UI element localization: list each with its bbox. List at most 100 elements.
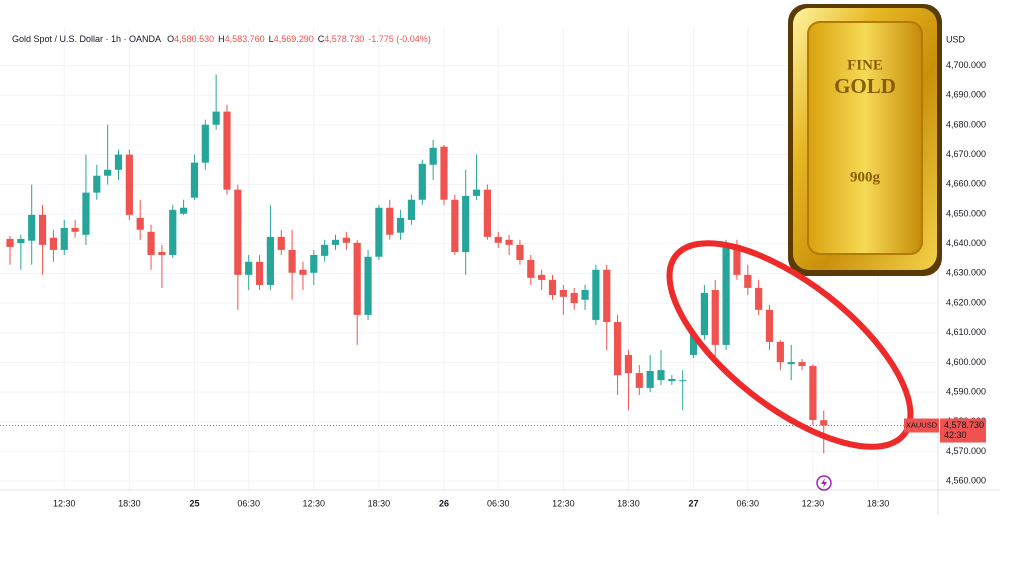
- y-tick-label: 4,600.000: [946, 357, 986, 367]
- candle-body: [711, 289, 719, 345]
- candle-body: [125, 154, 133, 215]
- candle-body: [245, 261, 253, 275]
- candle-body: [407, 199, 416, 220]
- y-tick-label: 4,660.000: [946, 179, 986, 189]
- candle-body: [559, 289, 567, 297]
- candle-body: [277, 236, 285, 250]
- candle-body: [614, 322, 622, 376]
- candle-body: [266, 236, 274, 285]
- candle-body: [6, 238, 14, 247]
- candle-body: [321, 244, 329, 256]
- icon-ring: [816, 475, 832, 491]
- candle-body: [158, 251, 166, 255]
- legend-label: H: [218, 34, 225, 44]
- x-tick-label: 06:30: [237, 498, 260, 508]
- legend-value: 4,578.730: [324, 34, 364, 44]
- candle-body: [136, 217, 144, 230]
- candle-body: [201, 124, 209, 163]
- candle-body: [418, 163, 426, 200]
- chart-title: Gold Spot / U.S. Dollar · 1h · OANDA: [12, 34, 161, 44]
- x-tick-label: 12:30: [303, 498, 326, 508]
- y-tick-label: 4,650.000: [946, 208, 986, 218]
- candle-body: [755, 287, 763, 310]
- candle-body: [505, 239, 513, 245]
- y-tick-label: 4,630.000: [946, 268, 986, 278]
- x-tick-label: 18:30: [617, 498, 640, 508]
- candle-body: [169, 209, 177, 255]
- change: -1.775 (-0.04%): [368, 34, 431, 44]
- x-tick-label: 12:30: [802, 498, 825, 508]
- alert-icon: [816, 475, 832, 491]
- candles: [0, 74, 938, 454]
- candle-body: [570, 292, 578, 304]
- image-text: FINE: [847, 57, 883, 73]
- candle-body: [397, 217, 405, 233]
- symbol-tag: XAUUSD: [906, 420, 938, 429]
- y-tick-label: 4,590.000: [946, 386, 986, 396]
- candle-body: [462, 195, 470, 252]
- y-tick-label: 4,570.000: [946, 446, 986, 456]
- x-tick-label: 25: [189, 498, 199, 508]
- candle-body: [147, 231, 155, 255]
- candle-body: [668, 379, 676, 382]
- chart-header: Gold Spot / U.S. Dollar · 1h · OANDA O4,5…: [12, 34, 431, 44]
- x-tick-label: 12:30: [53, 498, 76, 508]
- axis-unit: USD: [946, 34, 966, 44]
- candle-body: [516, 244, 524, 260]
- candle-body: [451, 199, 459, 252]
- y-tick-label: 4,670.000: [946, 149, 986, 159]
- candle-body: [689, 335, 698, 355]
- candle-body: [386, 207, 394, 235]
- candle-body: [60, 227, 68, 250]
- candle-body: [82, 192, 90, 235]
- y-tick-label: 4,640.000: [946, 238, 986, 248]
- image-text: 900g: [850, 169, 881, 185]
- y-tick-label: 4,700.000: [946, 60, 986, 70]
- candle-body: [71, 227, 79, 232]
- candle-body: [440, 146, 448, 200]
- candle-body: [538, 274, 546, 280]
- legend-value: 4,583.760: [225, 34, 265, 44]
- price-tag-countdown: 42:30: [944, 430, 967, 440]
- candle-body: [624, 354, 633, 374]
- candle-body: [342, 237, 350, 243]
- candle-body: [104, 169, 112, 176]
- candle-body: [38, 214, 47, 245]
- candle-body: [472, 189, 481, 196]
- x-tick-label: 18:30: [368, 498, 391, 508]
- candle-body: [809, 365, 817, 420]
- price-tag-box: [940, 418, 986, 443]
- x-tick-label: 27: [689, 498, 699, 508]
- candle-body: [765, 309, 774, 342]
- legend-label: C: [318, 34, 325, 44]
- x-tick-label: 18:30: [118, 498, 141, 508]
- candle-body: [657, 370, 665, 381]
- grid: 4,560.0004,570.0004,580.0004,590.0004,60…: [0, 28, 986, 508]
- legend-value: 4,569.290: [274, 34, 314, 44]
- y-tick-label: 4,680.000: [946, 119, 986, 129]
- candle-body: [527, 260, 535, 278]
- candle-body: [592, 269, 600, 320]
- candle-body: [679, 380, 687, 382]
- candle-body: [700, 292, 708, 336]
- candle-body: [722, 244, 730, 345]
- candle-body: [494, 236, 502, 243]
- legend-value: 4,580.530: [174, 34, 214, 44]
- icon-bolt: [821, 478, 827, 488]
- candle-body: [548, 279, 557, 296]
- candle-body: [17, 238, 25, 244]
- candle-body: [787, 362, 795, 365]
- candle-body: [212, 111, 220, 125]
- x-tick-label: 06:30: [737, 498, 760, 508]
- candle-body: [429, 147, 437, 165]
- candle-body: [28, 214, 36, 241]
- candle-body: [733, 244, 741, 275]
- y-tick-label: 4,690.000: [946, 90, 986, 100]
- x-tick-label: 06:30: [487, 498, 510, 508]
- annotation-circle: [666, 240, 914, 450]
- candle-body: [310, 254, 318, 273]
- candle-body: [646, 370, 654, 388]
- y-tick-label: 4,610.000: [946, 327, 986, 337]
